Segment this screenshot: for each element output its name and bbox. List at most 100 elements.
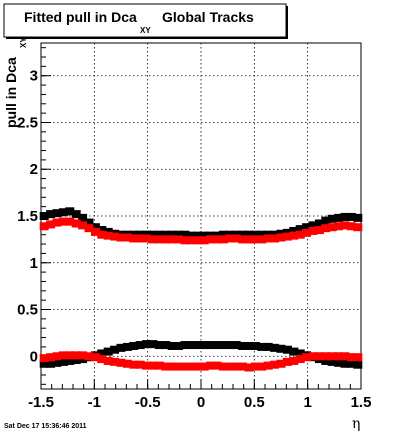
data-point (161, 230, 171, 239)
chart-title-subscript: XY (140, 26, 151, 35)
data-point (186, 362, 196, 371)
data-point (346, 353, 356, 362)
data-point (314, 352, 324, 361)
data-point (148, 230, 158, 239)
data-point (193, 362, 203, 371)
data-point (238, 230, 248, 239)
data-point (327, 223, 337, 232)
data-point (231, 362, 241, 371)
data-point (334, 222, 344, 231)
data-point (353, 213, 363, 222)
data-point (186, 341, 196, 350)
data-point (167, 230, 177, 239)
data-point (122, 342, 132, 351)
data-point (71, 210, 81, 219)
data-point (302, 223, 312, 232)
data-point (353, 353, 363, 362)
data-point (186, 231, 196, 240)
data-point (52, 218, 62, 227)
series-2 (39, 217, 363, 245)
data-point (225, 341, 235, 350)
title-shadow-bottom (6, 37, 287, 39)
x-tick-label: 0 (197, 394, 205, 411)
data-point (276, 233, 286, 242)
data-point (218, 362, 228, 371)
title-frame (3, 3, 287, 38)
data-point (270, 360, 280, 369)
data-point (110, 357, 120, 366)
footer-date: Sat Dec 17 15:36:46 2011 (4, 423, 87, 430)
data-point (282, 357, 292, 366)
data-point (39, 359, 49, 368)
data-point (90, 223, 100, 232)
data-point (314, 219, 324, 228)
y-tick-label: 0.5 (17, 302, 38, 319)
data-point (46, 359, 56, 368)
data-point (218, 230, 228, 239)
data-point (302, 228, 312, 237)
data-point (257, 342, 267, 351)
data-point (78, 221, 88, 230)
data-point (334, 213, 344, 222)
data-point (193, 236, 203, 245)
data-point (244, 230, 254, 239)
data-point (58, 217, 68, 226)
data-point (167, 362, 177, 371)
data-point (225, 362, 235, 371)
data-point (314, 226, 324, 235)
data-point (295, 230, 305, 239)
data-point (135, 341, 145, 350)
data-point (97, 355, 107, 364)
data-point (250, 230, 260, 239)
data-point (46, 220, 56, 229)
data-point (180, 362, 190, 371)
data-point (308, 352, 318, 361)
data-point (174, 362, 184, 371)
data-point (206, 361, 216, 370)
data-point (218, 235, 228, 244)
data-point (161, 235, 171, 244)
y-axis-label: pull in Dca (3, 57, 19, 128)
data-point (321, 216, 331, 225)
data-point (199, 341, 209, 350)
data-point (231, 341, 241, 350)
data-point (161, 341, 171, 350)
data-point (295, 225, 305, 234)
data-point (154, 230, 164, 239)
data-point (295, 355, 305, 364)
x-tick-label: 0.5 (244, 394, 265, 411)
data-point (206, 341, 216, 350)
data-point (174, 235, 184, 244)
chart-title: Fitted pull in Dca (24, 9, 137, 25)
data-point (212, 361, 222, 370)
data-point (161, 362, 171, 371)
data-point (129, 341, 139, 350)
data-point (148, 340, 158, 349)
data-point (199, 231, 209, 240)
data-point (46, 210, 56, 219)
data-point (199, 362, 209, 371)
data-point (238, 341, 248, 350)
data-point (327, 352, 337, 361)
data-point (142, 361, 152, 370)
data-point (122, 359, 132, 368)
data-point (97, 226, 107, 235)
data-point (199, 236, 209, 245)
data-point (193, 231, 203, 240)
data-point (65, 351, 75, 360)
data-point (116, 358, 126, 367)
x-tick-label: -0.5 (135, 394, 161, 411)
x-tick-label: 1 (303, 394, 311, 411)
data-point (327, 214, 337, 223)
data-point (340, 352, 350, 361)
data-point (103, 347, 113, 356)
y-axis-label-subscript: XY (19, 37, 28, 48)
data-point (84, 352, 94, 361)
data-point (52, 352, 62, 361)
data-point (84, 224, 94, 233)
data-point (65, 356, 75, 365)
data-point (270, 234, 280, 243)
data-point (129, 360, 139, 369)
data-point (346, 359, 356, 368)
